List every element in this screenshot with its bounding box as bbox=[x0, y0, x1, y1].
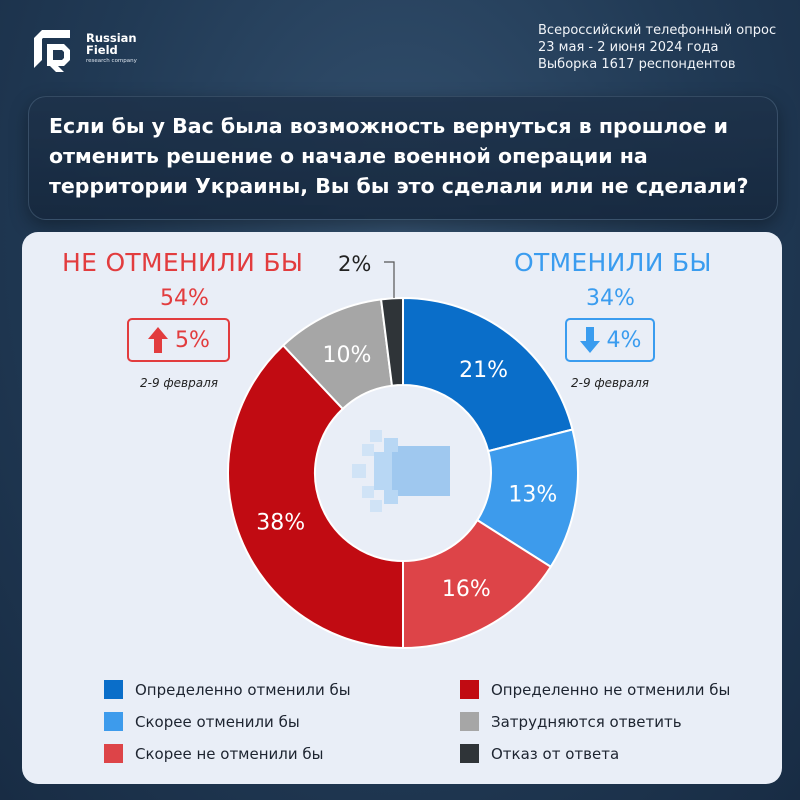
survey-info: Всероссийский телефонный опрос 23 мая - … bbox=[538, 22, 788, 73]
question-panel: Если бы у Вас была возможность вернуться… bbox=[28, 96, 778, 220]
not-cancel-delta-box: 5% bbox=[127, 318, 230, 362]
legend-label: Определенно отменили бы bbox=[135, 680, 351, 699]
cancel-delta-box: 4% bbox=[565, 318, 655, 362]
legend-label: Скорее отменили бы bbox=[135, 712, 300, 731]
legend-label: Скорее не отменили бы bbox=[135, 744, 324, 763]
chart-card bbox=[22, 232, 782, 784]
brand-tagline: research company bbox=[86, 58, 137, 65]
legend-swatch bbox=[104, 680, 123, 699]
legend-label: Определенно не отменили бы bbox=[491, 680, 731, 699]
brand-name-line2: Field bbox=[86, 42, 118, 57]
cancel-delta-value: 4% bbox=[606, 327, 642, 353]
brand-name-line1: Russian bbox=[86, 31, 137, 46]
legend-swatch bbox=[460, 680, 479, 699]
brand-logo: Russian Field research company bbox=[28, 24, 208, 74]
survey-sample: Выборка 1617 респондентов bbox=[538, 57, 736, 72]
russian-field-logo-icon bbox=[34, 30, 70, 72]
legend-swatch bbox=[460, 712, 479, 731]
question-text: Если бы у Вас была возможность вернуться… bbox=[49, 114, 749, 198]
not-cancel-compared-date: 2-9 февраля bbox=[140, 376, 218, 390]
survey-dates: 23 мая - 2 июня 2024 года bbox=[538, 40, 719, 55]
legend-swatch bbox=[104, 712, 123, 731]
legend-item: Определенно не отменили бы bbox=[460, 680, 730, 699]
legend-swatch bbox=[460, 744, 479, 763]
not-cancel-percent: 54% bbox=[160, 286, 209, 311]
cancel-title: ОТМЕНИЛИ БЫ bbox=[514, 248, 712, 277]
not-cancel-delta-value: 5% bbox=[175, 327, 210, 353]
legend-item: Скорее отменили бы bbox=[104, 712, 300, 731]
legend-swatch bbox=[104, 744, 123, 763]
not-cancel-title: НЕ ОТМЕНИЛИ БЫ bbox=[62, 248, 304, 277]
cancel-percent: 34% bbox=[586, 286, 635, 311]
legend-item: Затрудняются ответить bbox=[460, 712, 682, 731]
legend-item: Определенно отменили бы bbox=[104, 680, 351, 699]
refusal-percent-label: 2% bbox=[338, 252, 372, 276]
arrow-up-icon bbox=[148, 327, 169, 353]
arrow-down-icon bbox=[579, 327, 600, 353]
survey-type: Всероссийский телефонный опрос bbox=[538, 23, 777, 38]
legend-label: Отказ от ответа bbox=[491, 744, 620, 763]
legend-item: Скорее не отменили бы bbox=[104, 744, 323, 763]
cancel-compared-date: 2-9 февраля bbox=[571, 376, 649, 390]
legend-item: Отказ от ответа bbox=[460, 744, 619, 763]
legend-label: Затрудняются ответить bbox=[491, 712, 682, 731]
